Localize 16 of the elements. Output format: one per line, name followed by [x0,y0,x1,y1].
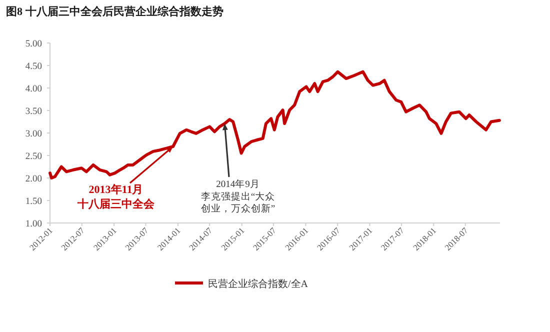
legend: 民营企业综合指数/全A [175,279,308,290]
y-tick-label: 3.50 [25,107,42,117]
y-tick-label: 4.00 [25,84,42,94]
chart-title: 图8 十八届三中全会后民营企业综合指数走势 [6,5,224,18]
y-tick-label: 2.50 [25,152,42,162]
legend-label: 民营企业综合指数/全A [208,278,309,290]
y-tick-label: 5.00 [25,40,42,50]
annotation: 2014年9月李克强提出“大众创业，万众创新” [200,124,276,215]
y-tick-label: 3.00 [25,130,42,140]
y-tick-label: 1.00 [25,220,42,230]
annotation: 2014年9月李克强提出“大众创业，万众创新” [200,178,276,215]
y-tick-label: 1.50 [25,197,42,207]
y-tick-label: 2.00 [25,174,42,184]
annotation: 2013年11月十八届三中全会 [76,183,156,210]
y-tick-label: 4.50 [25,62,42,72]
annotation: 2013年11月十八届三中全会 [78,146,174,210]
